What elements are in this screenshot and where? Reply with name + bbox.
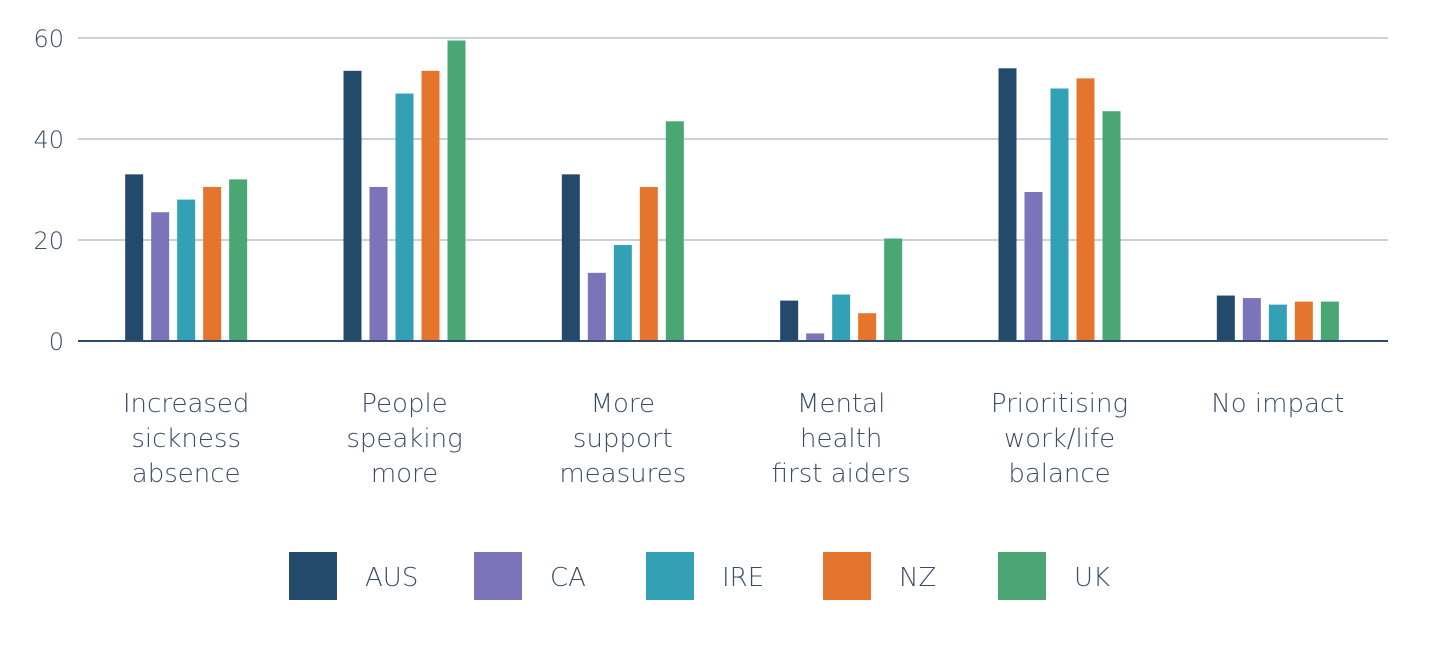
x-category-label: Mental health first aiders [772, 389, 911, 489]
bar-nz [421, 70, 440, 341]
x-axis-categories: Increased sickness absence People speaking mo… [123, 389, 1344, 489]
y-tick-label: 40 [33, 126, 64, 154]
legend-swatch-uk [998, 552, 1046, 600]
bar-aus [998, 68, 1017, 342]
legend-label-uk: UK [1074, 563, 1110, 593]
legend-swatch-aus [289, 552, 337, 600]
y-tick-label: 20 [33, 227, 64, 255]
bar-uk [665, 121, 684, 341]
bar-nz [203, 186, 222, 341]
bar-ire [395, 93, 414, 341]
bar-ire [613, 245, 632, 341]
legend-swatch-ire [646, 552, 694, 600]
bar-ca [151, 212, 170, 341]
bar-aus [1216, 295, 1235, 341]
bar-ca [1024, 192, 1043, 341]
legend-label-aus: AUS [365, 563, 418, 593]
y-tick-label: 60 [33, 25, 64, 53]
bar-aus [125, 174, 144, 341]
bar-ca [1242, 298, 1261, 341]
bar-uk [447, 40, 466, 342]
bar-uk [229, 179, 248, 341]
legend-label-ire: IRE [722, 563, 764, 593]
y-tick-label: 0 [49, 328, 64, 356]
bar-uk [1320, 301, 1339, 341]
x-category-label: Prioritising work/life balance [991, 389, 1128, 489]
bar-aus [780, 300, 799, 341]
bar-nz [1294, 301, 1313, 341]
x-category-label: No impact [1211, 389, 1344, 419]
x-category-label: More support measures [559, 389, 686, 489]
x-category-label: Increased sickness absence [123, 389, 250, 489]
bar-ca [369, 186, 388, 341]
bar-uk [884, 238, 903, 341]
legend-label-nz: NZ [899, 563, 936, 593]
y-axis-ticks: 0 20 40 60 [33, 25, 64, 356]
legend-swatch-nz [823, 552, 871, 600]
bar-ire [177, 199, 196, 341]
bar-ire [1050, 88, 1069, 341]
bar-uk [1102, 111, 1121, 341]
bar-ire [832, 294, 851, 341]
gridlines [78, 37, 1388, 241]
bar-nz [639, 186, 658, 341]
legend-swatch-ca [474, 552, 522, 600]
bar-nz [858, 313, 877, 341]
bar-aus [343, 70, 362, 341]
legend: AUS CA IRE NZ UK [289, 552, 1110, 600]
legend-label-ca: CA [550, 563, 586, 593]
bar-nz [1076, 78, 1095, 342]
bar-ca [587, 272, 606, 341]
bar-aus [561, 174, 580, 341]
bar-ire [1268, 304, 1287, 341]
bars [125, 40, 1339, 342]
x-category-label: People speaking more [346, 389, 462, 489]
bar-ca [806, 333, 825, 341]
